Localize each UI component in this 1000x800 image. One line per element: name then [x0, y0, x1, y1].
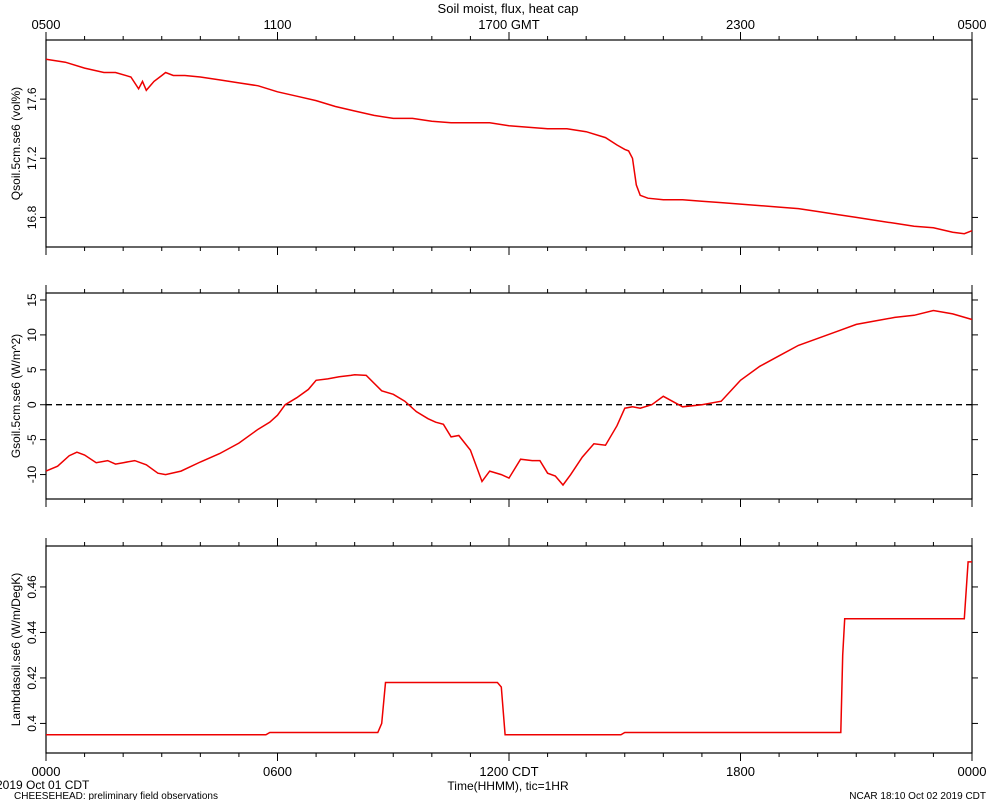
top-tick-label: 1100 — [264, 17, 292, 32]
top-axis-ticks: 0500 1100 1700 GMT 2300 0500 — [32, 17, 987, 32]
y-tick-label: 16.8 — [25, 205, 39, 229]
y-tick-label: 0 — [25, 401, 39, 408]
y-tick-label: 5 — [25, 366, 39, 373]
top-tick-label: 2300 — [726, 17, 755, 32]
panel-gsoil: -10 -5 0 5 10 15 Gsoil.5cm.se6 (W/m^2) — [9, 285, 978, 507]
y-tick-label: -10 — [25, 466, 39, 484]
series-line — [45, 309, 973, 487]
left-footer: CHEESEHEAD: preliminary field observatio… — [14, 791, 218, 800]
series-line — [45, 58, 973, 235]
right-footer: NCAR 18:10 Oct 02 2019 CDT — [849, 791, 986, 800]
plot-frame — [45, 545, 973, 754]
y-tick-label: 17.2 — [25, 146, 39, 170]
y-tick-label: 17.6 — [25, 87, 39, 111]
y-tick-label: 15 — [25, 293, 39, 307]
start-date-label: 2019 Oct 01 CDT — [0, 778, 90, 792]
y-tick-label: -5 — [25, 434, 39, 445]
top-tick-label: 1700 GMT — [478, 17, 539, 32]
y-tick-label: 0.46 — [25, 575, 39, 599]
x-tick-label: 0000 — [958, 764, 987, 779]
y-tick-label: 0.42 — [25, 666, 39, 690]
x-axis-label: Time(HHMM), tic=1HR — [447, 779, 569, 793]
y-tick-label: 0.44 — [25, 620, 39, 644]
x-tick-label: 1800 — [726, 764, 755, 779]
y-axis-label: Lambdasoil.se6 (W/m/DegK) — [9, 573, 23, 726]
top-tick-label: 0500 — [32, 17, 61, 32]
figure-title: Soil moist, flux, heat cap — [438, 1, 579, 16]
top-tick-label: 0500 — [958, 17, 987, 32]
x-tick-label: 0000 — [32, 764, 61, 779]
y-tick-label: 10 — [25, 328, 39, 342]
x-tick-label: 1200 CDT — [479, 764, 538, 779]
series-line — [46, 561, 972, 736]
y-tick-label: 0.4 — [25, 715, 39, 732]
y-axis-label: Gsoil.5cm.se6 (W/m^2) — [9, 334, 23, 458]
x-tick-label: 0600 — [263, 764, 292, 779]
plot-frame — [45, 292, 973, 500]
y-axis-label: Qsoil.5cm.se6 (vol%) — [9, 87, 23, 200]
plot-frame — [45, 39, 973, 248]
